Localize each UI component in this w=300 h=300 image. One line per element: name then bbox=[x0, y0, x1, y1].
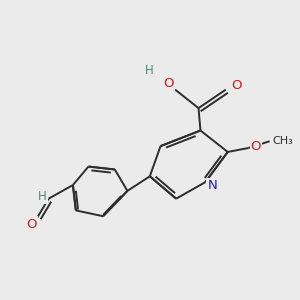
Text: H: H bbox=[38, 190, 47, 203]
Text: O: O bbox=[27, 218, 37, 230]
Text: O: O bbox=[163, 77, 174, 90]
Text: N: N bbox=[207, 178, 217, 192]
Text: O: O bbox=[251, 140, 261, 153]
Text: CH₃: CH₃ bbox=[272, 136, 293, 146]
Text: O: O bbox=[231, 79, 242, 92]
Text: H: H bbox=[145, 64, 153, 76]
